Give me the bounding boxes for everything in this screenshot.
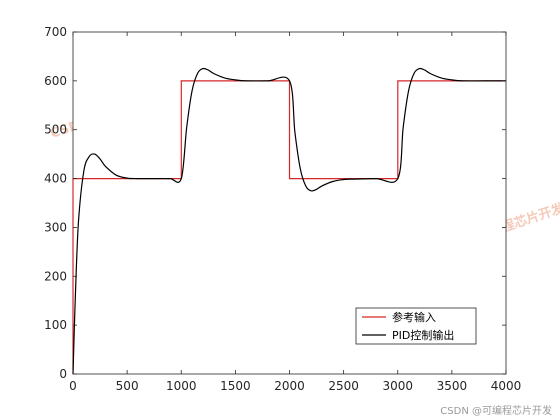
legend-label-pid-output: PID控制输出 [392,328,454,342]
y-tick-label: 700 [44,25,67,39]
y-tick-label: 200 [44,269,67,283]
credit-text: CSDN @可编程芯片开发 [440,404,552,417]
x-tick-label: 1500 [220,379,251,393]
y-tick-label: 0 [59,367,67,381]
legend: 参考输入 PID控制输出 [356,308,476,344]
x-tick-label: 3000 [382,379,413,393]
x-tick-label: 1000 [166,379,197,393]
x-tick-label: 500 [116,379,139,393]
x-tick-label: 3500 [437,379,468,393]
x-tick-label: 2000 [274,379,305,393]
y-tick-label: 500 [44,123,67,137]
x-tick-label: 2500 [328,379,359,393]
x-tick-label: 0 [69,379,77,393]
x-tick-label: 4000 [491,379,522,393]
y-tick-label: 100 [44,318,67,332]
y-tick-label: 400 [44,172,67,186]
y-tick-label: 600 [44,74,67,88]
legend-label-reference: 参考输入 [392,310,436,324]
y-tick-label: 300 [44,220,67,234]
